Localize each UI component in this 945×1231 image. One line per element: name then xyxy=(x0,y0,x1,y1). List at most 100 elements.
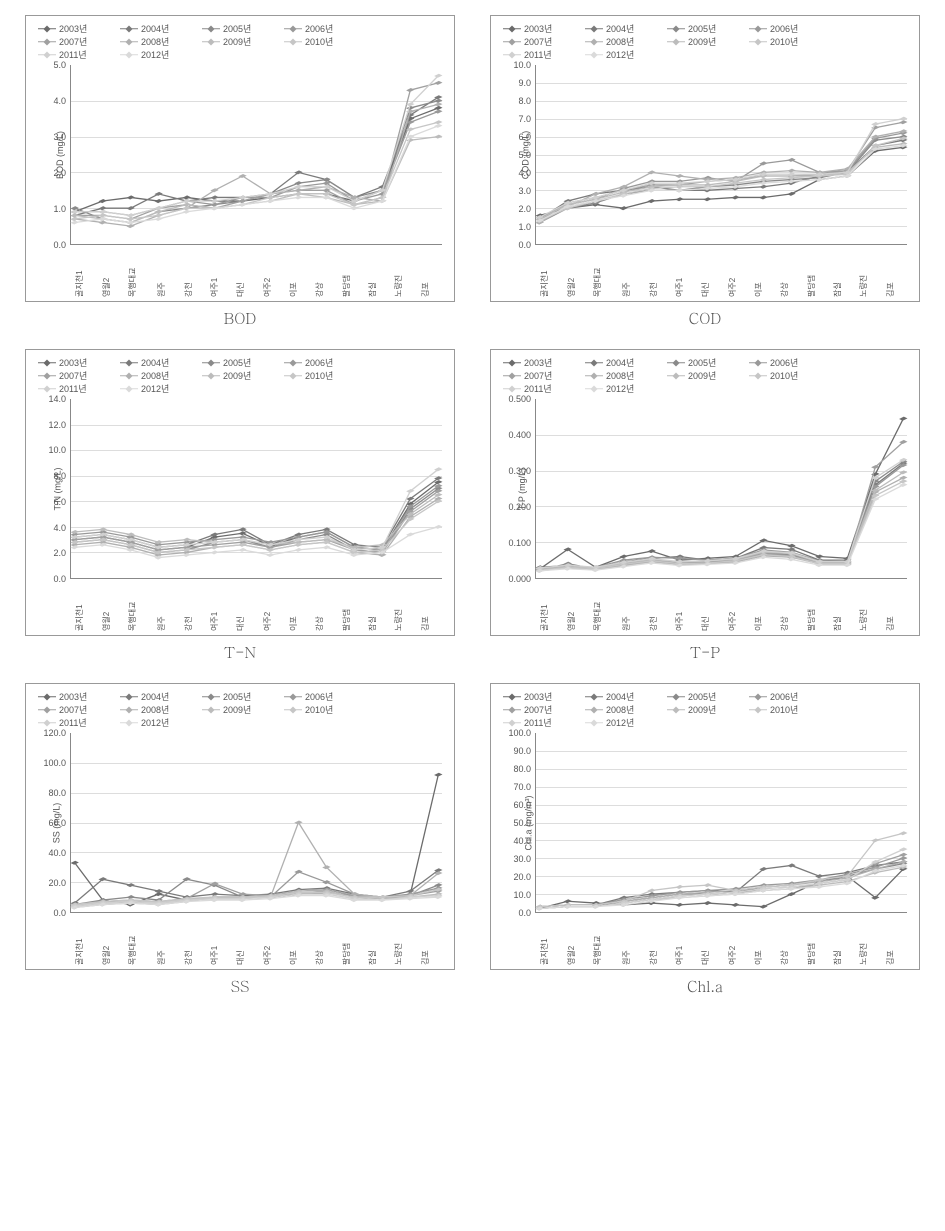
legend-marker xyxy=(120,385,138,393)
legend-item: 2012년 xyxy=(585,382,667,395)
chart-tn: 2003년2004년2005년2006년2007년2008년2009년2010년… xyxy=(25,349,455,636)
legend-marker xyxy=(749,372,767,380)
y-tick: 2.0 xyxy=(53,168,66,178)
legend-item: 2012년 xyxy=(585,716,667,729)
y-tick: 1.0 xyxy=(518,222,531,232)
chart-caption: T-P xyxy=(690,642,720,663)
plot-canvas xyxy=(70,399,442,579)
x-axis: 골지천1영월2목행대교원주강천여주1대신여주2이포강상팔당댐잠실노량진김포 xyxy=(535,583,907,633)
legend-label: 2009년 xyxy=(688,35,716,48)
legend-marker xyxy=(38,719,56,727)
legend-item: 2003년 xyxy=(38,22,120,35)
plot-canvas xyxy=(535,733,907,913)
legend-item: 2009년 xyxy=(667,35,749,48)
legend-label: 2005년 xyxy=(688,22,716,35)
legend-item: 2003년 xyxy=(503,22,585,35)
y-tick: 0.0 xyxy=(53,574,66,584)
legend-marker xyxy=(38,693,56,701)
legend-marker xyxy=(284,38,302,46)
x-tick: 김포 xyxy=(885,271,935,297)
chart-chla: 2003년 2004년 2005년 2006년 2007년2008년 2009년 2010년… xyxy=(490,683,920,970)
legend-label: 2008년 xyxy=(141,35,169,48)
plot-area: SS (mg/L)0.020.040.060.080.0100.0120.0 xyxy=(70,733,446,913)
legend-item: 2009년 xyxy=(202,369,284,382)
x-axis: 골지천1영월2목행대교원주강천여주1대신여주2이포강상팔당댐잠실노량진김포 xyxy=(535,249,907,299)
legend-marker xyxy=(667,25,685,33)
legend-marker xyxy=(749,693,767,701)
legend-item: 2007년 xyxy=(38,369,120,382)
legend-item: 2008년 xyxy=(120,35,202,48)
legend-label: 2003년 xyxy=(59,356,87,369)
legend-marker xyxy=(503,359,521,367)
legend-item: 2008년 xyxy=(585,703,667,716)
legend-label: 2009년 xyxy=(688,703,716,716)
legend-label: 2005년 xyxy=(688,690,716,703)
y-tick: 100.0 xyxy=(43,758,66,768)
legend-item: 2012년 xyxy=(585,48,667,61)
legend-item: 2008년 xyxy=(585,35,667,48)
panel-cod: 2003년2004년2005년2006년2007년2008년2009년2010년… xyxy=(480,15,930,329)
legend-marker xyxy=(38,51,56,59)
legend-label: 2012년 xyxy=(606,382,634,395)
legend-item: 2005년 xyxy=(667,690,749,703)
legend-item: 2007년 xyxy=(503,35,585,48)
legend-label: 2003년 xyxy=(524,690,552,703)
legend-marker xyxy=(667,38,685,46)
legend-marker xyxy=(667,359,685,367)
y-tick: 60.0 xyxy=(513,800,531,810)
legend-item: 2006년 xyxy=(284,356,366,369)
plot-area: BOD (mg/L)0.01.02.03.04.05.0 xyxy=(70,65,446,245)
legend-item: 2006년 xyxy=(284,22,366,35)
y-tick: 1.0 xyxy=(53,204,66,214)
y-tick: 0.0 xyxy=(53,240,66,250)
legend-item: 2012년 xyxy=(120,48,202,61)
legend-marker xyxy=(202,359,220,367)
legend-marker xyxy=(585,359,603,367)
legend-marker xyxy=(503,25,521,33)
legend-marker xyxy=(284,359,302,367)
chart-caption: Chl.a xyxy=(687,976,723,997)
legend-item: 2009년 xyxy=(667,703,749,716)
legend-label: 2008년 xyxy=(141,369,169,382)
legend-item: 2008년 xyxy=(120,369,202,382)
chart-cod: 2003년2004년2005년2006년2007년2008년2009년2010년… xyxy=(490,15,920,302)
legend-label: 2006년 xyxy=(770,690,798,703)
chart-tp: 2003년2004년2005년2006년2007년2008년2009년2010년… xyxy=(490,349,920,636)
legend-marker xyxy=(38,385,56,393)
legend-label: 2005년 xyxy=(223,22,251,35)
legend-item: 2008년 xyxy=(120,703,202,716)
x-tick: 김포 xyxy=(420,939,470,965)
legend-marker xyxy=(585,372,603,380)
legend-label: 2008년 xyxy=(606,369,634,382)
panel-tp: 2003년2004년2005년2006년2007년2008년2009년2010년… xyxy=(480,349,930,663)
y-tick: 0.500 xyxy=(508,394,531,404)
legend-marker xyxy=(202,706,220,714)
legend-item: 2006년 xyxy=(749,690,831,703)
legend-marker xyxy=(749,25,767,33)
legend-marker xyxy=(749,38,767,46)
legend-item: 2010년 xyxy=(749,703,831,716)
plot-area: COD (mg/L)0.01.02.03.04.05.06.07.08.09.0… xyxy=(535,65,911,245)
plot-canvas xyxy=(535,399,907,579)
legend-marker xyxy=(585,51,603,59)
y-tick: 100.0 xyxy=(508,728,531,738)
y-axis: 0.01.02.03.04.05.06.07.08.09.010.0 xyxy=(499,65,533,245)
legend-label: 2012년 xyxy=(141,716,169,729)
legend-item: 2007년 xyxy=(38,703,120,716)
legend-marker xyxy=(585,38,603,46)
legend-marker xyxy=(503,719,521,727)
legend-marker xyxy=(284,693,302,701)
plot-area: Chl.a (mg/m³)0.010.020.030.040.050.060.0… xyxy=(535,733,911,913)
legend-label: 2012년 xyxy=(141,382,169,395)
legend-label: 2012년 xyxy=(141,48,169,61)
legend-marker xyxy=(202,25,220,33)
legend-item: 2007년 xyxy=(503,369,585,382)
legend-label: 2012년 xyxy=(606,716,634,729)
legend-item: 2004년 xyxy=(120,356,202,369)
y-tick: 50.0 xyxy=(513,818,531,828)
legend-label: 2004년 xyxy=(141,22,169,35)
legend-item: 2005년 xyxy=(202,22,284,35)
legend-item: 2004년 xyxy=(585,690,667,703)
legend-item: 2007년 xyxy=(503,703,585,716)
legend-marker xyxy=(120,38,138,46)
